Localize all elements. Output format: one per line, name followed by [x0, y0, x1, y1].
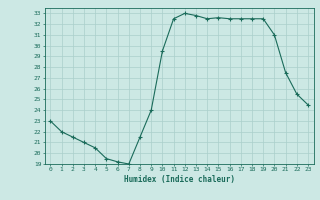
X-axis label: Humidex (Indice chaleur): Humidex (Indice chaleur)	[124, 175, 235, 184]
